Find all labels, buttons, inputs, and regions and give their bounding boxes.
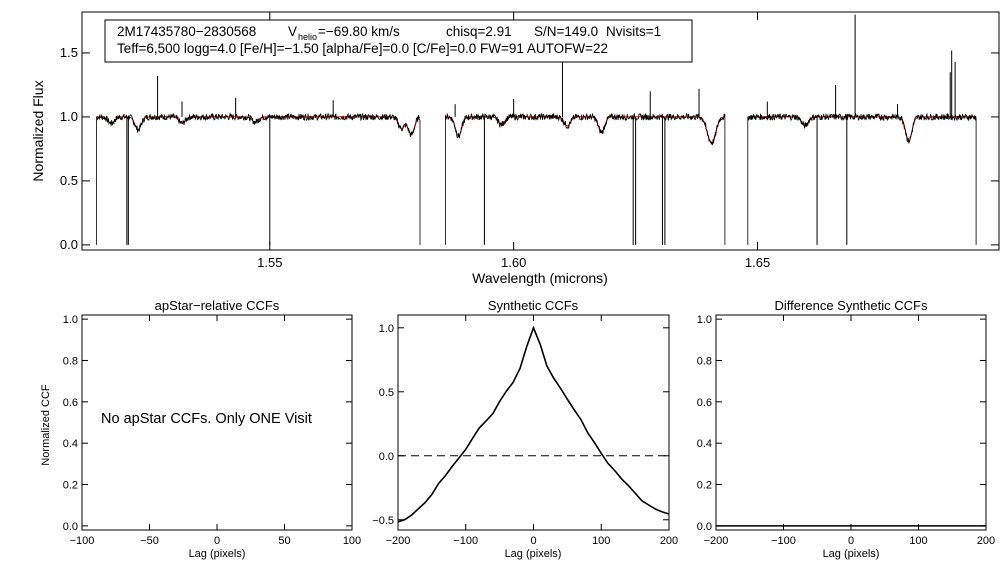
spectrum-x-ticks: 1.55 1.60 1.65 0.0 0.5 1.0 1.5 <box>60 12 999 270</box>
spectrum-plot-frame <box>81 11 1000 251</box>
synthetic-ccf-y-tick-label: −0.5 <box>372 515 394 527</box>
spectrum-observed-chip-3 <box>747 112 977 245</box>
difference-ccf-y-tick-label: 0.2 <box>697 480 712 492</box>
difference-ccf-x-tick-label: 100 <box>909 535 927 547</box>
difference-ccf-y-tick-label: 0.6 <box>697 397 712 409</box>
synthetic-ccf-ticks: −200 −100 0 100 200 −0.5 0.0 0.5 1.0 <box>372 315 678 547</box>
synthetic-ccf-title: Synthetic CCFs <box>488 298 579 313</box>
synthetic-ccf-y-tick-label: 1.0 <box>379 323 394 335</box>
info-vhelio-symbol: V <box>288 24 297 39</box>
synthetic-ccf-y-tick-label: 0.5 <box>379 387 394 399</box>
apstar-ccf-panel: −100 −50 0 50 100 0.0 0.2 0.4 0.6 0.8 1.0 apStar−r… <box>40 298 361 560</box>
spectrum-x-label: Wavelength (microns) <box>472 270 608 286</box>
synthetic-ccf-x-label: Lag (pixels) <box>505 548 562 560</box>
difference-ccf-y-tick-label: 1.0 <box>697 314 712 326</box>
spectrum-y-tick-label: 0.0 <box>60 237 78 252</box>
difference-ccf-y-tick-label: 0.4 <box>697 438 712 450</box>
difference-ccf-x-tick-label: 0 <box>848 535 854 547</box>
difference-ccf-x-tick-label: −100 <box>771 535 796 547</box>
info-snr: S/N=149.0 <box>534 24 598 39</box>
spectrum-model-chip-3 <box>747 116 977 142</box>
spectrum-x-tick-label: 1.60 <box>501 255 526 270</box>
apstar-ccf-y-tick-label: 0.8 <box>63 355 78 367</box>
synthetic-ccf-x-tick-label: 0 <box>530 535 536 547</box>
spectrum-y-tick-label: 1.5 <box>60 45 78 60</box>
difference-ccf-ticks: −200 −100 0 100 200 0.0 0.2 0.4 0.6 0.8 1.0 <box>697 314 995 547</box>
spectrum-observed-chip-1 <box>96 112 421 245</box>
difference-ccf-y-tick-label: 0.8 <box>697 355 712 367</box>
synthetic-ccf-panel: −200 −100 0 100 200 −0.5 0.0 0.5 1.0 Synthetic C… <box>372 298 678 560</box>
info-chisq: chisq=2.91 <box>446 24 512 39</box>
synthetic-ccf-x-tick-label: −200 <box>386 535 411 547</box>
apstar-ccf-y-tick-label: 1.0 <box>63 314 78 326</box>
info-star-id: 2M17435780−2830568 <box>117 24 256 39</box>
info-nvisits: Nvisits=1 <box>606 24 661 39</box>
difference-ccf-frame <box>715 314 987 531</box>
apstar-ccf-x-tick-label: 0 <box>214 535 220 547</box>
apstar-ccf-x-tick-label: −100 <box>70 535 95 547</box>
spectrum-info-box <box>104 19 693 63</box>
spectrum-observed-chip-2 <box>445 112 726 245</box>
spectrum-x-tick-label: 1.65 <box>745 255 770 270</box>
spectrum-y-tick-label: 1.0 <box>60 109 78 124</box>
difference-ccf-x-label: Lag (pixels) <box>823 548 880 560</box>
difference-ccf-panel: −200 −100 0 100 200 0.0 0.2 0.4 0.6 0.8 1.0 Differ… <box>697 298 995 560</box>
apstar-ccf-y-tick-label: 0.4 <box>63 438 78 450</box>
synthetic-ccf-x-tick-label: 100 <box>592 535 610 547</box>
synthetic-ccf-curve <box>397 325 670 523</box>
synthetic-ccf-x-tick-label: −100 <box>453 535 478 547</box>
apstar-ccf-y-label: Normalized CCF <box>40 384 52 466</box>
spectrum-model-chip-2 <box>445 116 725 143</box>
difference-ccf-y-tick-label: 0.0 <box>697 521 712 533</box>
difference-ccf-x-tick-label: −200 <box>704 535 729 547</box>
apstar-ccf-x-tick-label: −50 <box>140 535 159 547</box>
spectrum-panel: 1.55 1.60 1.65 0.0 0.5 1.0 1.5 2M17435780−2830… <box>30 11 1000 286</box>
synthetic-ccf-y-tick-label: 0.0 <box>379 451 394 463</box>
apstar-ccf-x-label: Lag (pixels) <box>189 548 246 560</box>
apstar-ccf-x-tick-label: 50 <box>278 535 290 547</box>
apstar-ccf-title: apStar−relative CCFs <box>155 298 280 313</box>
info-vhelio-subscript: helio <box>298 32 317 42</box>
spectrum-y-tick-label: 0.5 <box>60 173 78 188</box>
synthetic-ccf-lines <box>397 325 670 523</box>
apstar-ccf-y-tick-label: 0.0 <box>63 521 78 533</box>
info-vhelio-value: =−69.80 km/s <box>318 24 400 39</box>
synthetic-ccf-x-tick-label: 200 <box>660 535 678 547</box>
apstar-ccf-y-tick-label: 0.2 <box>63 480 78 492</box>
apstar-ccf-message: No apStar CCFs. Only ONE Visit <box>101 411 312 427</box>
difference-ccf-x-tick-label: 200 <box>977 535 995 547</box>
spectrum-y-label: Normalized Flux <box>30 80 46 181</box>
apstar-ccf-y-tick-label: 0.6 <box>63 397 78 409</box>
spectrum-x-tick-label: 1.55 <box>257 255 282 270</box>
spectrum-lines <box>96 14 977 245</box>
synthetic-ccf-frame <box>397 314 670 531</box>
difference-ccf-title: Difference Synthetic CCFs <box>775 298 928 313</box>
info-stellar-parameters: Teff=6,500 logg=4.0 [Fe/H]=−1.50 [alpha/… <box>117 41 608 56</box>
apstar-ccf-ticks: −100 −50 0 50 100 0.0 0.2 0.4 0.6 0.8 1.0 <box>63 314 361 547</box>
apstar-ccf-x-tick-label: 100 <box>343 535 361 547</box>
